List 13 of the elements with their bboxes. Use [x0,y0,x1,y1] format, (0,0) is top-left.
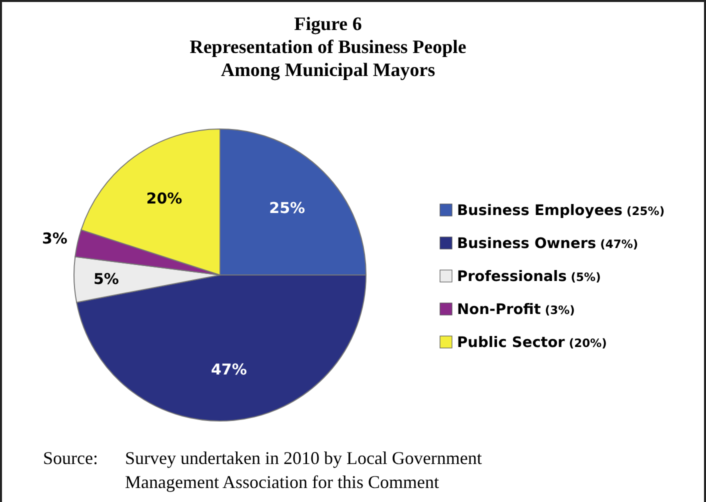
legend-label: Non-Profit (3%) [457,302,575,318]
data-label: 5% [93,270,119,288]
legend-label: Public Sector (20%) [457,335,607,352]
data-label: 20% [146,189,182,208]
data-label: 47% [210,360,247,379]
legend-label: Professionals (5%) [457,269,601,286]
source-note: Source: [43,448,98,468]
data-label: 25% [269,199,306,218]
legend-label: Business Employees (25%) [457,203,665,220]
legend-label: Business Owners (47%) [457,236,638,252]
data-label: 3% [42,229,68,248]
text: Survey undertaken in 2010 by Local Government Management Association for this Comment [125,448,482,492]
chart-title: Figure 6 Representation of Business People Among Municipal Mayors [190,14,466,81]
